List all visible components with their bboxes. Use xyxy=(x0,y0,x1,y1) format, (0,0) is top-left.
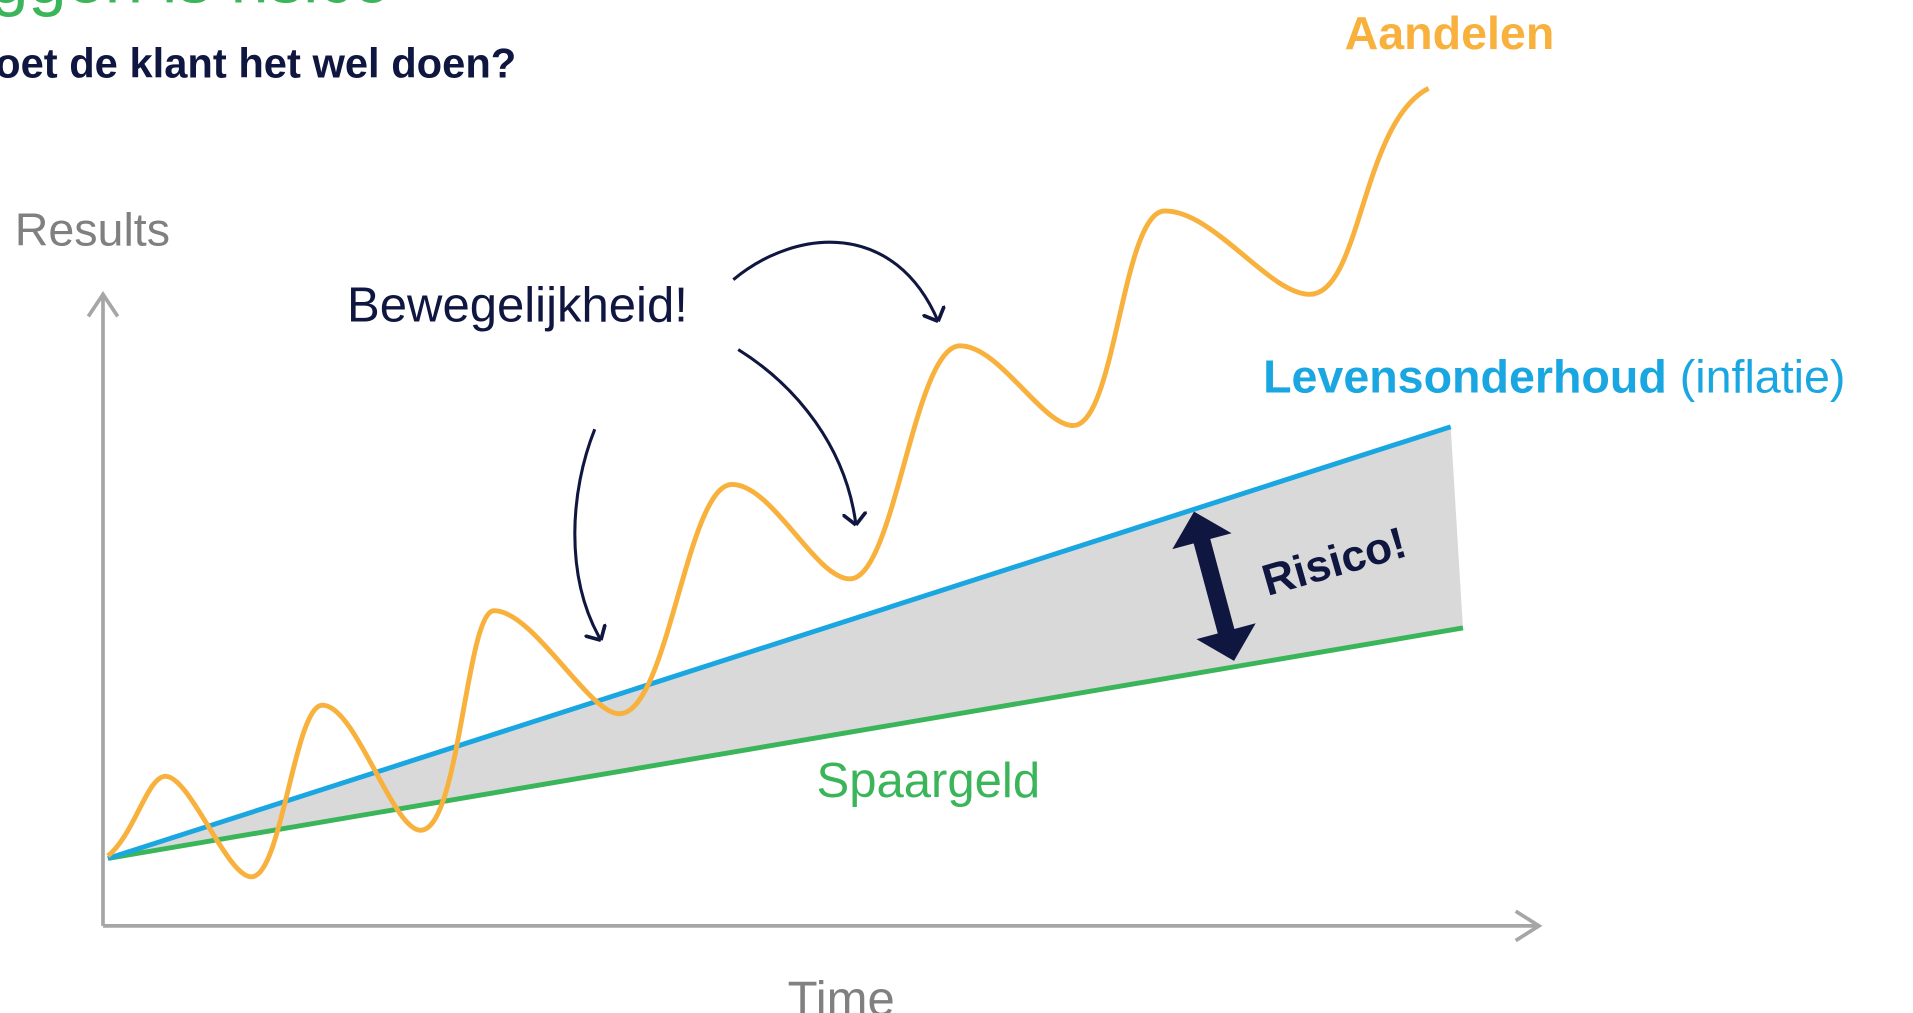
volatility-arrows xyxy=(573,240,938,640)
risk-arrow xyxy=(1172,511,1256,661)
savings-line xyxy=(107,625,1464,861)
title: ggen is risico xyxy=(0,0,391,17)
volatility-label: Bewegelijkheid! xyxy=(347,278,688,332)
inflation-name: Levensonderhoud xyxy=(1263,350,1667,402)
savings-label: Spaargeld xyxy=(816,754,1040,808)
subtitle: oet de klant het wel doen? xyxy=(0,39,516,86)
inflation-line xyxy=(107,424,1452,861)
x-axis-label: Time xyxy=(788,972,895,1013)
inflation-note: (inflatie) xyxy=(1680,350,1846,402)
inflation-label: Levensonderhoud (inflatie) xyxy=(1263,350,1845,402)
axes xyxy=(86,291,1543,943)
y-axis-label: Results xyxy=(15,203,170,255)
stocks-line xyxy=(106,86,1430,880)
stocks-label: Aandelen xyxy=(1345,7,1555,59)
